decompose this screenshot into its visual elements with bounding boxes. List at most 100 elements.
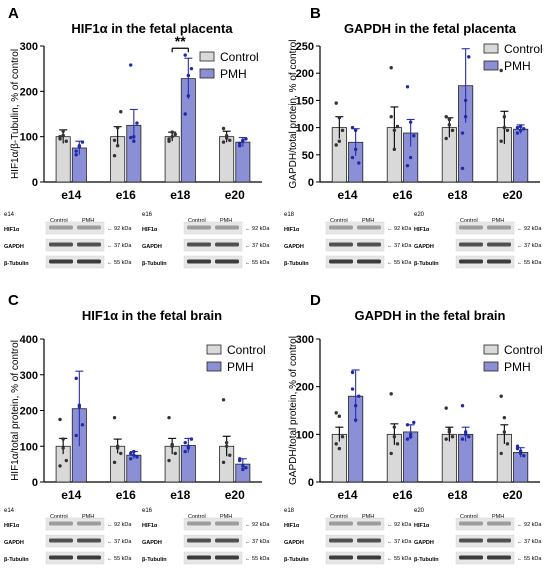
data-point <box>463 432 468 437</box>
blot-placenta-e20: e20 Control PMH HIF1α ← 92 kDa GAPDH ← 37 kDa β… <box>414 212 542 269</box>
blot-band-pmh <box>357 259 381 264</box>
data-point <box>132 134 136 139</box>
y-tick-label: 100 <box>20 132 38 144</box>
data-point <box>447 430 452 434</box>
data-point <box>112 154 117 158</box>
blot-band-pmh <box>487 555 511 560</box>
blot-band-control <box>329 538 353 543</box>
data-point <box>518 449 523 453</box>
panel-label: B <box>310 5 321 22</box>
data-point <box>405 437 410 441</box>
blot-band-control <box>329 259 353 264</box>
blot-kda-marker: ← 92 kDa <box>517 226 542 232</box>
blot-row-label: β-Tubulin <box>284 557 309 563</box>
legend-swatch <box>483 361 499 372</box>
blot-brain-e18: e18 Control PMH HIF1α ← 92 kDa GAPDH ← 37 kDa β… <box>284 508 412 565</box>
data-point <box>412 420 416 425</box>
blot-stage-label: e16 <box>142 508 153 514</box>
data-point <box>115 125 120 130</box>
blot-band-control <box>49 225 73 230</box>
data-point <box>119 451 123 456</box>
blot-band-control <box>459 225 483 230</box>
data-point <box>395 124 400 129</box>
data-point <box>77 403 82 407</box>
data-point <box>334 411 338 415</box>
y-axis-label: HIF1α/β-Tubulin, % of control <box>10 49 21 179</box>
data-point <box>132 449 136 454</box>
y-tick-label: 0 <box>32 477 38 489</box>
blot-band-control <box>329 242 353 247</box>
blot-band-control <box>329 555 353 560</box>
data-point <box>499 68 503 73</box>
blot-band-pmh <box>487 225 511 230</box>
data-point <box>392 435 397 439</box>
data-point <box>515 131 520 135</box>
data-point <box>408 120 413 124</box>
blot-placenta-e18: e18 Control PMH HIF1α ← 92 kDa GAPDH ← 37 kDa β… <box>284 212 412 269</box>
legend-swatch <box>199 68 215 79</box>
bar-control-e14 <box>55 136 71 183</box>
data-point <box>170 134 174 139</box>
blot-band-pmh <box>487 259 511 264</box>
blot-row-label: GAPDH <box>414 244 434 250</box>
y-tick-label: 0 <box>32 177 38 189</box>
data-point <box>132 139 136 143</box>
data-point <box>64 139 68 143</box>
blot-control-label: Control <box>50 514 68 520</box>
data-point <box>337 116 342 120</box>
data-point <box>460 166 465 171</box>
data-point <box>340 128 345 133</box>
data-point <box>129 457 133 461</box>
data-point <box>115 444 120 448</box>
data-point <box>224 440 229 445</box>
data-point <box>460 437 465 441</box>
data-point <box>340 435 345 439</box>
blot-row-label: GAPDH <box>4 540 24 546</box>
legend-swatch <box>206 361 222 372</box>
data-point <box>515 446 520 451</box>
y-tick-label: 200 <box>296 68 314 80</box>
blot-strip <box>455 517 515 531</box>
blot-stage-label: e20 <box>414 212 425 218</box>
data-point <box>450 435 455 439</box>
blot-kda-marker: ← 92 kDa <box>245 522 270 528</box>
bar-pmh-e20 <box>513 128 529 183</box>
blot-kda-marker: ← 55 kDa <box>245 260 270 266</box>
data-point <box>502 115 507 119</box>
y-tick-label: 250 <box>296 41 314 53</box>
data-point <box>357 394 361 398</box>
blot-row-label: GAPDH <box>284 540 304 546</box>
y-tick-label: 200 <box>20 86 38 98</box>
blot-row-label: β-Tubulin <box>414 557 439 563</box>
x-tick-label: e20 <box>502 488 522 502</box>
blot-strip <box>325 534 385 548</box>
blot-strip <box>45 221 105 235</box>
data-point <box>408 155 413 160</box>
legend-label: Control <box>220 50 259 64</box>
data-point <box>350 155 355 160</box>
data-point <box>74 376 78 381</box>
data-point <box>61 446 65 450</box>
blot-band-control <box>459 242 483 247</box>
blot-pmh-label: PMH <box>82 514 94 520</box>
blot-row-label: β-Tubulin <box>142 557 167 563</box>
y-tick-label: 50 <box>302 150 314 162</box>
blot-band-control <box>459 259 483 264</box>
data-point <box>389 392 393 396</box>
data-point <box>58 137 62 141</box>
blot-strip <box>455 255 515 269</box>
panel-label: A <box>8 5 19 22</box>
data-point <box>186 73 191 78</box>
data-point <box>173 451 177 456</box>
blot-strip <box>325 517 385 531</box>
blot-kda-marker: ← 55 kDa <box>387 556 412 562</box>
blot-band-pmh <box>215 259 239 264</box>
data-point <box>228 453 232 457</box>
blot-strip <box>455 534 515 548</box>
blot-row-label: GAPDH <box>142 244 162 250</box>
blot-row-label: GAPDH <box>284 244 304 250</box>
data-point <box>189 437 194 441</box>
y-tick-label: 300 <box>20 370 38 382</box>
blot-pmh-label: PMH <box>220 218 232 224</box>
